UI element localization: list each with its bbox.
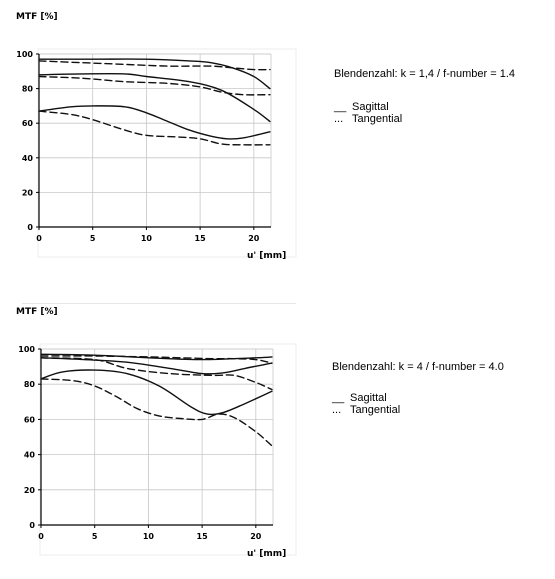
chart-1-legend-tangential: ... Tangential: [334, 113, 402, 125]
x-tick-label: 10: [143, 532, 155, 541]
x-tick-label: 10: [141, 234, 153, 243]
y-tick-label: 0: [27, 223, 33, 232]
tangential-series-line: [40, 355, 273, 364]
tangential-symbol: ...: [334, 113, 344, 125]
chart-1-legend: __ Sagittal ... Tangential: [334, 101, 402, 125]
chart-1-y-axis-label: MTF [%]: [16, 12, 58, 22]
y-tick-label: 20: [22, 188, 34, 197]
y-tick-label: 40: [22, 154, 34, 163]
y-tick-label: 0: [29, 521, 35, 530]
y-tick-label: 80: [24, 380, 36, 389]
y-tick-label: 100: [18, 345, 35, 354]
x-tick-label: 5: [92, 532, 98, 541]
sagittal-series-line: [40, 369, 273, 416]
tangential-symbol: ...: [332, 404, 342, 416]
tangential-series-line: [40, 378, 273, 447]
y-tick-label: 60: [24, 415, 36, 424]
x-tick-label: 0: [36, 234, 42, 243]
chart-2-y-axis-label: MTF [%]: [16, 307, 58, 317]
y-tick-label: 40: [24, 451, 36, 460]
sagittal-series-line: [38, 58, 271, 90]
x-tick-label: 15: [195, 234, 207, 243]
x-tick-label: 20: [250, 532, 262, 541]
y-tick-label: 60: [22, 119, 34, 128]
chart-2-legend-sagittal: __ Sagittal: [332, 392, 400, 404]
tangential-series-line: [38, 110, 271, 146]
y-tick-label: 20: [24, 486, 36, 495]
tangential-series-line: [40, 357, 273, 391]
chart-1-plot: 0 20 40 60 80 100 0 5 10 15 20 u' [mm]: [16, 48, 297, 261]
sagittal-label: Sagittal: [350, 392, 387, 404]
plot-frame: [37, 48, 297, 258]
tangential-label: Tangential: [350, 404, 401, 416]
section-divider: [22, 303, 296, 304]
chart-1-caption: Blendenzahl: k = 1,4 / f-number = 1.4: [334, 68, 516, 80]
sagittal-label: Sagittal: [352, 101, 389, 113]
y-tick-label: 100: [16, 50, 33, 59]
plot-frame: [39, 343, 297, 556]
x-tick-label: 15: [197, 532, 209, 541]
x-tick-label: 5: [90, 234, 96, 243]
chart-2-legend-tangential: ... Tangential: [332, 404, 400, 416]
x-axis-label: u' [mm]: [247, 251, 286, 261]
sagittal-series-line: [38, 105, 271, 140]
x-tick-label: 20: [248, 234, 260, 243]
sagittal-series-line: [38, 72, 271, 123]
x-axis-label: u' [mm]: [247, 549, 286, 559]
chart-2-caption: Blendenzahl: k = 4 / f-number = 4.0: [332, 361, 504, 373]
sagittal-symbol: __: [332, 392, 345, 404]
sagittal-series-line: [40, 353, 273, 361]
sagittal-series-line: [40, 357, 273, 375]
sagittal-symbol: __: [334, 101, 347, 113]
chart-2-legend: __ Sagittal ... Tangential: [332, 392, 400, 416]
tangential-series-line: [38, 75, 271, 96]
x-tick-label: 0: [38, 532, 44, 541]
tangential-label: Tangential: [352, 113, 403, 125]
chart-1-legend-sagittal: __ Sagittal: [334, 101, 402, 113]
tangential-series-line: [38, 60, 271, 71]
y-tick-label: 80: [22, 85, 34, 94]
